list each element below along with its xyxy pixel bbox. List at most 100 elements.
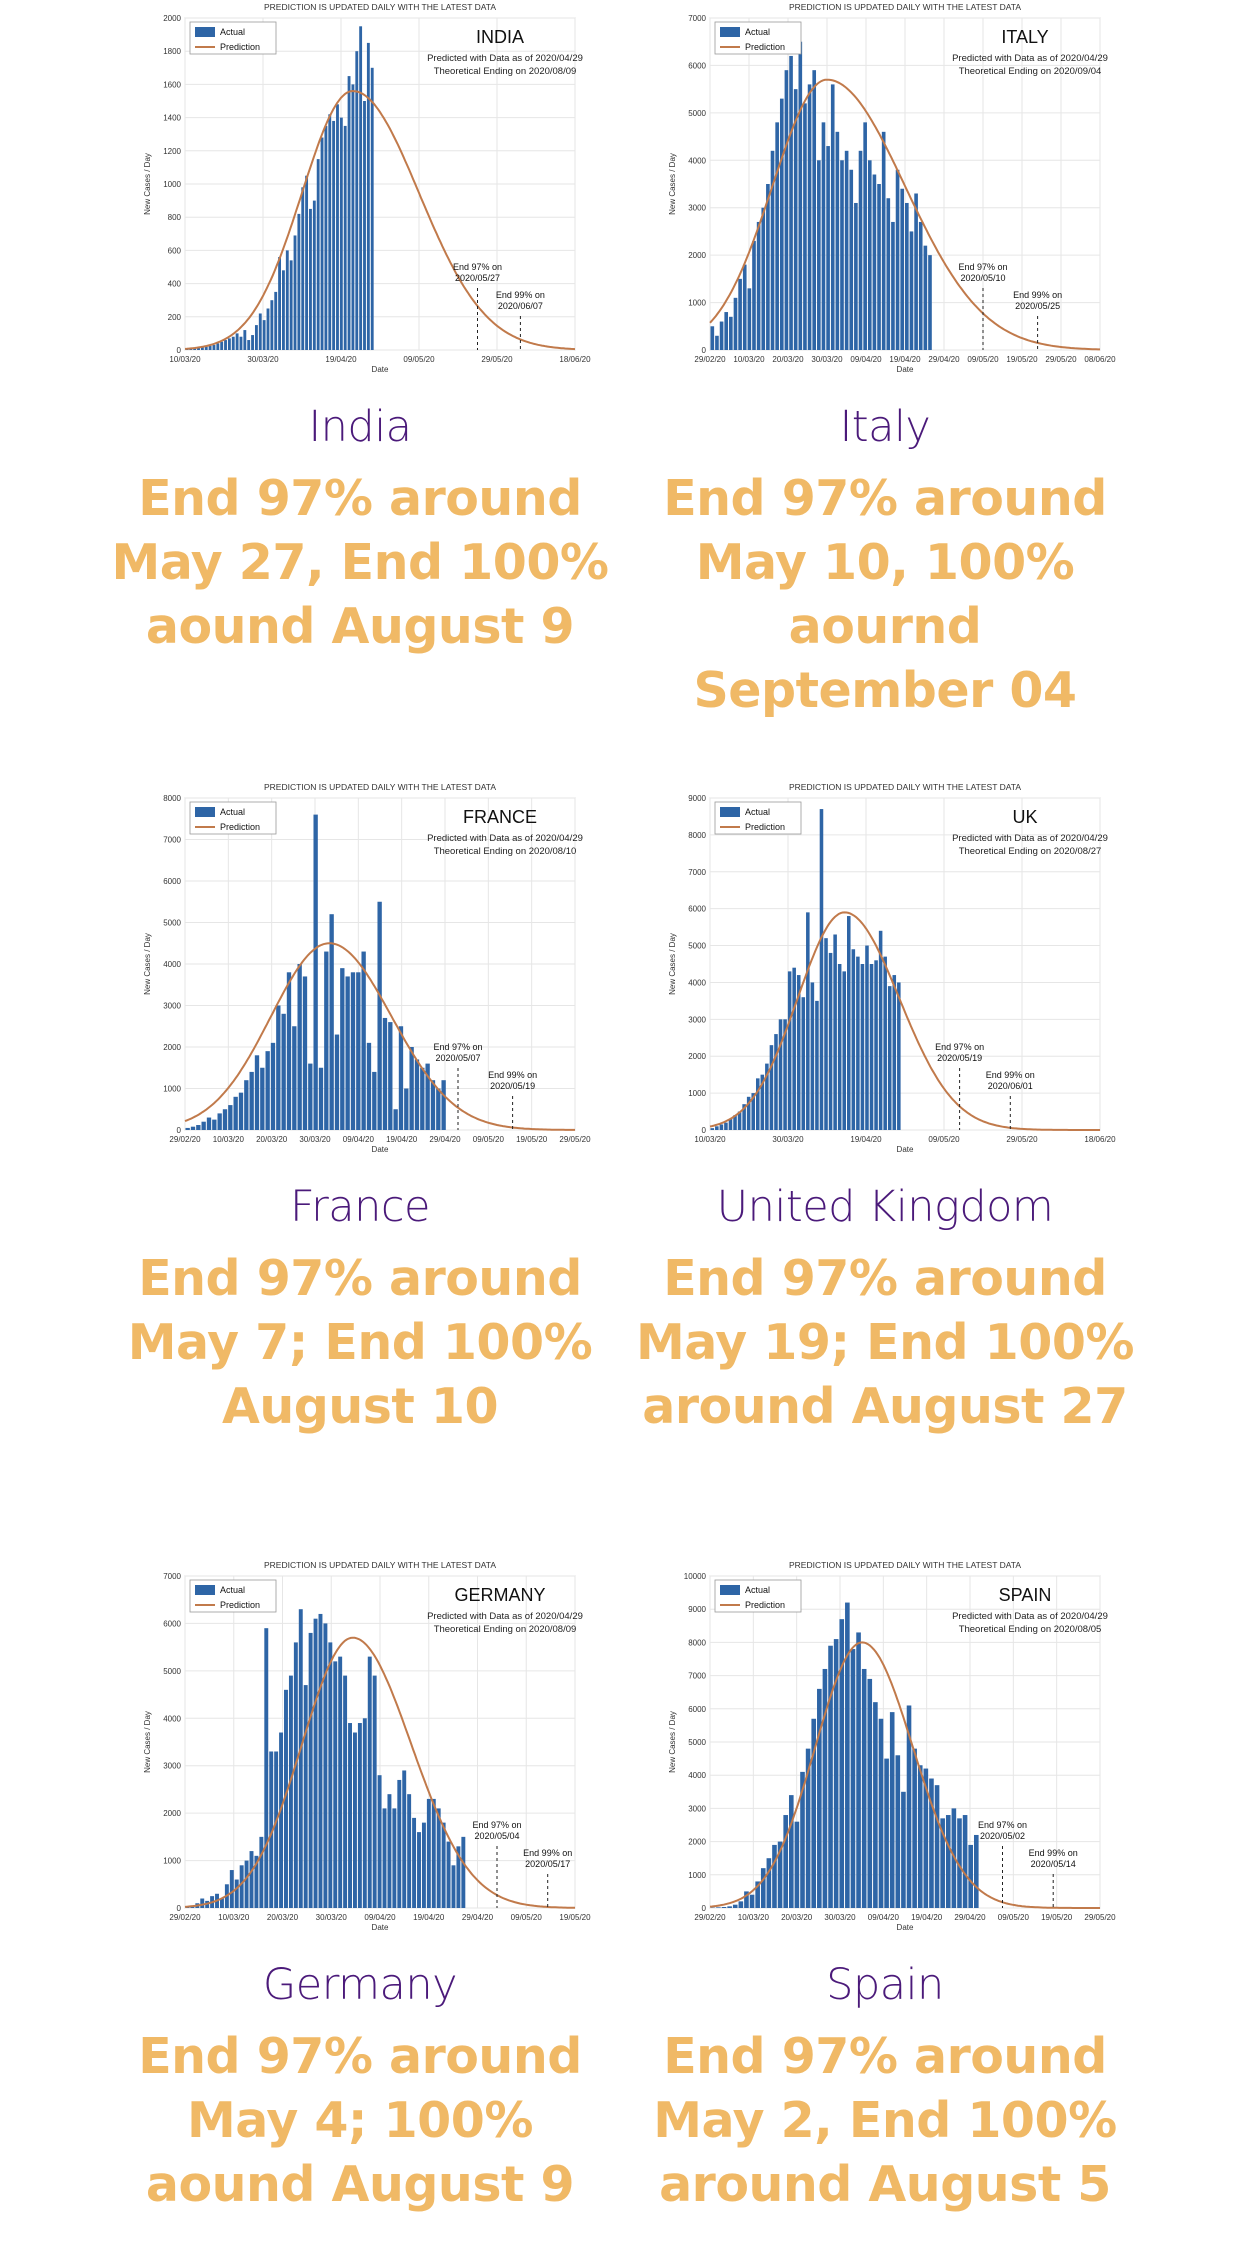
bar: [244, 1860, 249, 1908]
y-tick-label: 6000: [688, 61, 706, 70]
bar: [884, 1758, 889, 1908]
bar: [716, 1907, 721, 1908]
bar: [839, 1619, 845, 1908]
bar: [733, 1115, 737, 1130]
chart-header-text: PREDICTION IS UPDATED DAILY WITH THE LAT…: [264, 2, 496, 12]
x-tick-label: 29/04/20: [954, 1913, 986, 1922]
bar: [201, 1121, 206, 1130]
annotation-text: End 99% on: [488, 1070, 537, 1080]
bar: [234, 1879, 239, 1908]
legend-prediction-label: Prediction: [220, 822, 260, 832]
bar: [217, 1113, 222, 1130]
chart-title: GERMANY: [454, 1585, 545, 1605]
chart-italy: PREDICTION IS UPDATED DAILY WITH THE LAT…: [660, 0, 1116, 375]
bar: [854, 202, 858, 350]
bar: [812, 70, 817, 351]
chart-germany: PREDICTION IS UPDATED DAILY WITH THE LAT…: [135, 1558, 591, 1933]
bar: [710, 326, 715, 350]
prediction-line: [709, 911, 1100, 1131]
bar: [755, 1881, 760, 1908]
summary-text: End 97% around May 19; End 100% around A…: [635, 1250, 1135, 1435]
bar: [794, 1821, 800, 1908]
annotation-text: End 99% on: [1029, 1848, 1078, 1858]
prediction-line: [184, 1636, 575, 1909]
bar: [409, 1047, 414, 1130]
chart-subtitle: Predicted with Data as of 2020/04/29: [952, 53, 1108, 64]
chart-subtitle: Predicted with Data as of 2020/04/29: [427, 1611, 583, 1622]
bar: [912, 1748, 917, 1908]
bar: [333, 1661, 338, 1908]
y-tick-label: 6000: [688, 905, 706, 914]
bar: [873, 1702, 878, 1908]
y-tick-label: 6000: [163, 877, 181, 886]
bar: [233, 1096, 238, 1130]
bar: [281, 1013, 286, 1130]
legend: Actual Prediction: [189, 1579, 277, 1613]
x-tick-label: 19/05/20: [516, 1135, 548, 1144]
x-tick-label: 09/05/20: [967, 355, 999, 364]
bar: [917, 1765, 923, 1908]
x-tick-label: 10/03/20: [738, 1913, 770, 1922]
bar: [219, 1898, 224, 1908]
bar: [356, 972, 361, 1130]
bar: [828, 952, 833, 1130]
bar: [392, 1808, 397, 1908]
x-tick-label: 29/05/20: [481, 355, 513, 364]
y-axis-label: New Cases / Day: [143, 153, 152, 215]
bar: [224, 340, 227, 350]
bar: [805, 1748, 811, 1908]
x-axis-label: Date: [372, 1923, 389, 1932]
prediction-line: [709, 78, 1100, 351]
bar: [377, 901, 382, 1130]
annotation-text: 2020/05/19: [937, 1053, 982, 1063]
chart-title: SPAIN: [999, 1585, 1052, 1605]
y-tick-label: 3000: [688, 1804, 706, 1813]
bar: [265, 1051, 270, 1130]
bar: [923, 245, 928, 350]
bar: [297, 213, 301, 350]
x-axis-label: Date: [897, 365, 914, 374]
bar: [751, 1093, 755, 1130]
y-tick-label: 6000: [688, 1705, 706, 1714]
bar: [222, 1109, 228, 1130]
bar: [892, 975, 897, 1130]
y-tick-label: 4000: [163, 1714, 181, 1723]
annotation-text: 2020/05/25: [1015, 301, 1060, 311]
bar: [721, 1907, 727, 1908]
bar: [889, 1712, 895, 1908]
y-tick-label: 5000: [688, 109, 706, 118]
x-tick-label: 19/04/20: [850, 1135, 882, 1144]
bar: [801, 997, 806, 1130]
bar: [404, 1088, 409, 1130]
bar: [845, 1602, 850, 1908]
bar: [897, 982, 901, 1130]
bar: [382, 1808, 387, 1908]
cell-uk: PREDICTION IS UPDATED DAILY WITH THE LAT…: [615, 780, 1155, 1439]
bar: [844, 150, 849, 350]
bar: [270, 1042, 276, 1130]
chart-subtitle: Theoretical Ending on 2020/08/09: [434, 1624, 577, 1635]
y-tick-label: 0: [177, 346, 182, 355]
bar: [837, 964, 842, 1130]
x-tick-label: 29/05/20: [1045, 355, 1077, 364]
country-label: Spain: [826, 1960, 944, 2010]
bar: [436, 1088, 441, 1130]
bar: [197, 348, 200, 350]
annotation-text: End 99% on: [986, 1070, 1035, 1080]
bar: [803, 103, 807, 350]
annotation-text: 2020/05/14: [1031, 1859, 1076, 1869]
bar: [308, 1063, 313, 1130]
bar: [810, 982, 815, 1130]
x-tick-label: 20/03/20: [781, 1913, 813, 1922]
bar: [359, 26, 363, 351]
chart-subtitle: Predicted with Data as of 2020/04/29: [952, 1611, 1108, 1622]
bar: [973, 1834, 979, 1908]
legend-prediction-label: Prediction: [745, 42, 785, 52]
bar: [286, 972, 292, 1130]
x-tick-label: 29/02/20: [694, 355, 726, 364]
cell-india: PREDICTION IS UPDATED DAILY WITH THE LAT…: [90, 0, 630, 659]
bar: [313, 1618, 318, 1908]
bar: [417, 1832, 421, 1908]
bar: [883, 956, 887, 1130]
legend: Actual Prediction: [714, 21, 802, 55]
